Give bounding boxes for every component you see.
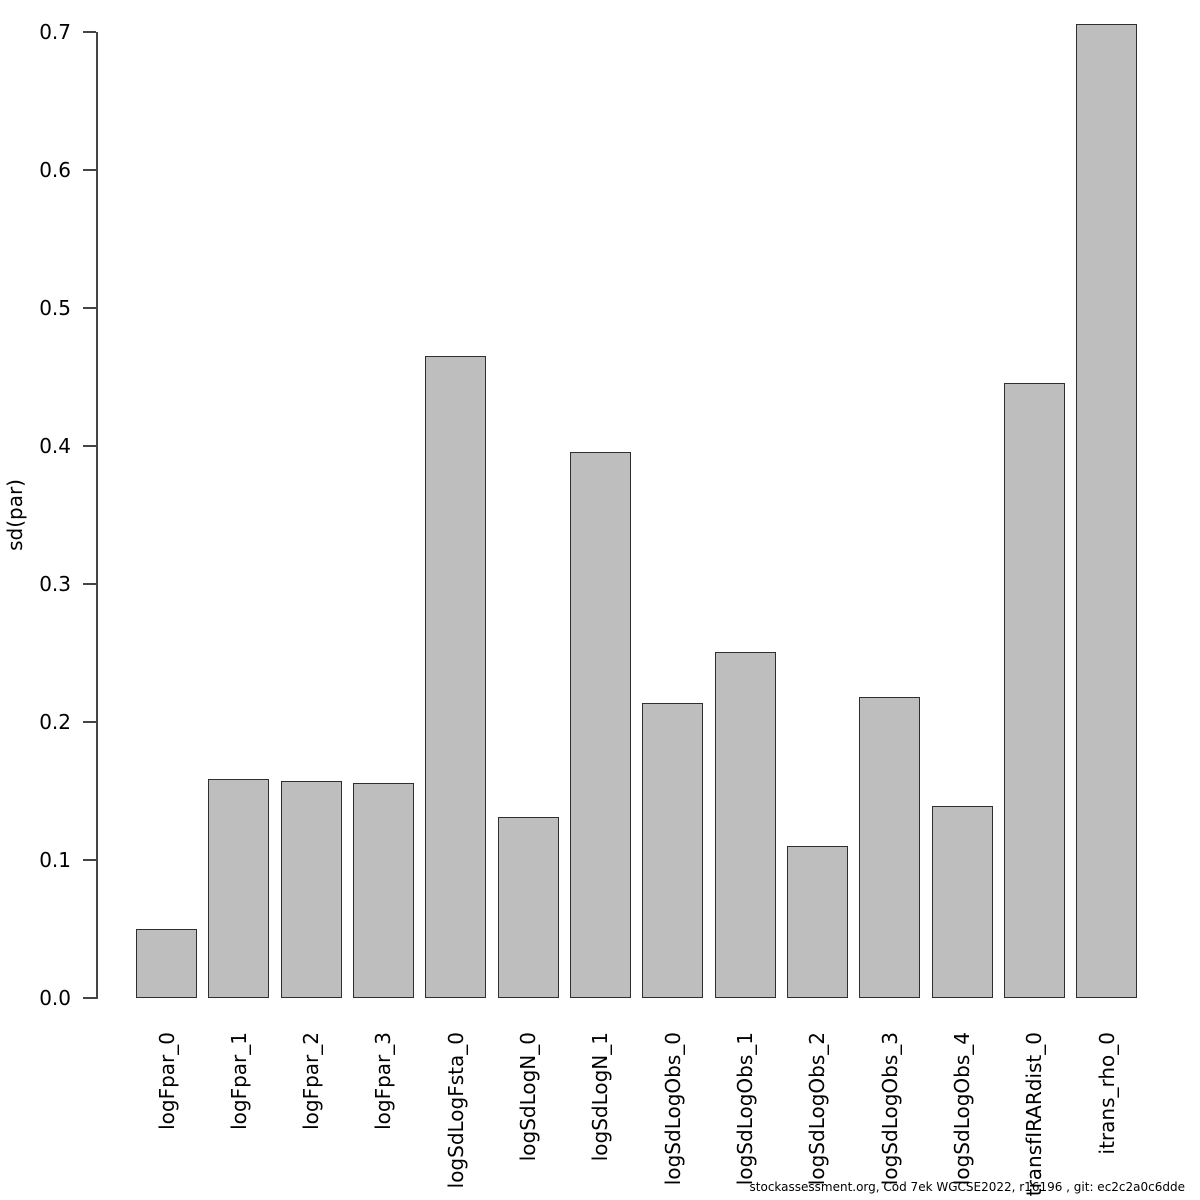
bar-logFpar_2	[280, 781, 342, 998]
y-axis-tick	[83, 445, 96, 447]
x-axis-label-text: logSdLogObs_2	[805, 1032, 830, 1186]
y-axis-tick	[83, 997, 96, 999]
x-axis-label-text: logSdLogN_0	[516, 1032, 541, 1162]
x-axis-label: itrans_rho_0	[1076, 1032, 1137, 1154]
bar-logFpar_1	[208, 778, 270, 998]
x-axis-label-text: logFpar_1	[226, 1032, 251, 1130]
x-axis-label: logFpar_1	[208, 1032, 269, 1130]
y-axis-tick-label: 0.1	[39, 848, 71, 872]
x-axis-label-text: logSdLogObs_4	[950, 1032, 975, 1186]
footer-text: stockassessment.org, Cod 7ek WGCSE2022, …	[749, 1180, 1185, 1194]
bar-logFpar_3	[352, 782, 414, 998]
x-axis-label-text: transfIRARdist_0	[1022, 1032, 1047, 1197]
y-axis-tick-label: 0.2	[39, 710, 71, 734]
x-axis-label-text: logFpar_2	[299, 1032, 324, 1130]
y-axis-line	[96, 32, 98, 999]
x-axis-label-text: logSdLogObs_0	[660, 1032, 685, 1186]
bar-logFpar_0	[136, 929, 197, 998]
x-axis-label: logSdLogFsta_0	[425, 1032, 486, 1188]
y-axis-tick	[83, 859, 96, 861]
y-axis-tick-label: 0.7	[39, 20, 71, 44]
y-axis-tick	[83, 307, 96, 309]
x-axis-label: logFpar_3	[353, 1032, 414, 1130]
bar-logSdLogObs_1	[714, 651, 776, 998]
x-axis-label-text: logFpar_0	[154, 1032, 179, 1130]
y-axis-tick	[83, 721, 96, 723]
x-axis-label: logFpar_0	[136, 1032, 197, 1130]
x-axis-label-text: logFpar_3	[371, 1032, 396, 1130]
bar-logSdLogFsta_0	[425, 356, 487, 998]
y-axis-tick-label: 0.5	[39, 296, 71, 320]
y-axis-title-text: sd(par)	[3, 479, 27, 551]
bar-transfIRARdist_0	[1003, 382, 1065, 998]
x-axis-label: logSdLogN_1	[570, 1032, 631, 1161]
bar-logSdLogN_0	[497, 817, 559, 998]
x-axis-label-text: itrans_rho_0	[1094, 1032, 1119, 1155]
x-axis-label-text: logSdLogObs_1	[733, 1032, 758, 1186]
bar-itrans_rho_0	[1076, 23, 1138, 998]
x-axis-label: logSdLogObs_4	[932, 1032, 993, 1185]
y-axis-tick-label: 0.3	[39, 572, 71, 596]
x-axis-label: transfIRARdist_0	[1004, 1032, 1065, 1196]
y-axis-tick-label: 0.0	[39, 986, 71, 1010]
y-axis-tick	[83, 169, 96, 171]
bar-logSdLogObs_4	[931, 806, 993, 998]
x-axis-label: logSdLogObs_2	[787, 1032, 848, 1185]
bar-logSdLogObs_3	[859, 697, 921, 998]
y-axis-tick-label: 0.4	[39, 434, 71, 458]
x-axis-label: logFpar_2	[281, 1032, 342, 1130]
x-axis-label: logSdLogN_0	[498, 1032, 559, 1161]
x-axis-label-text: logSdLogN_1	[588, 1032, 613, 1162]
y-axis-tick-label: 0.6	[39, 158, 71, 182]
x-axis-label: logSdLogObs_1	[715, 1032, 776, 1185]
x-axis-label-text: logSdLogObs_3	[877, 1032, 902, 1186]
bar-logSdLogObs_0	[642, 702, 704, 998]
bar-logSdLogObs_2	[786, 846, 848, 998]
y-axis-tick	[83, 583, 96, 585]
y-axis-tick	[83, 31, 96, 33]
bar-logSdLogN_1	[569, 451, 631, 998]
x-axis-label: logSdLogObs_0	[642, 1032, 703, 1185]
x-axis-label-text: logSdLogFsta_0	[443, 1032, 468, 1189]
x-axis-label: logSdLogObs_3	[859, 1032, 920, 1185]
